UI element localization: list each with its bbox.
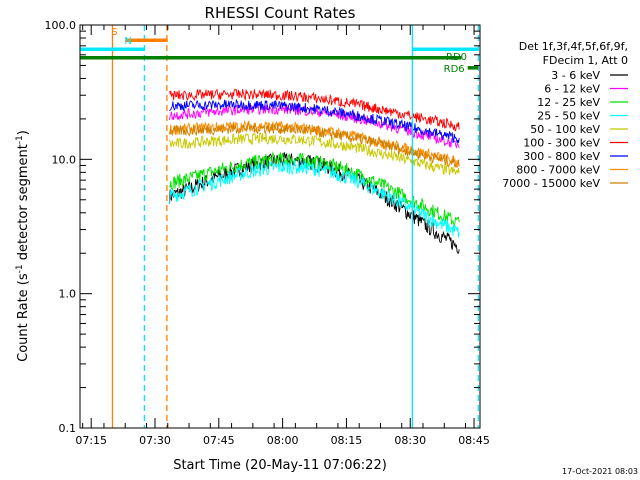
x-tick-label: 07:15: [75, 434, 107, 447]
x-tick-label: 08:30: [394, 434, 426, 447]
series-line: [169, 122, 460, 168]
y-tick-label: 10.0: [52, 153, 77, 166]
tick-layer: 100.0 10.0 1.0 0.107:15 07:30 07:45 08:00 08:15…: [45, 19, 490, 447]
chart-title: RHESSI Count Rates: [205, 4, 356, 22]
timestamp: 17-Oct-2021 08:03: [562, 467, 638, 476]
legend-entry: 3 - 6 keV: [551, 69, 600, 82]
y-axis-label-main: Count Rate (s: [16, 273, 31, 362]
plot-frame: [79, 24, 481, 429]
y-axis-label-exp1: -1: [15, 264, 25, 273]
legend-entry: 50 - 100 keV: [530, 123, 600, 136]
legend: Det 1f,3f,4f,5f,6f,9f, FDecim 1, Att 0 3…: [502, 40, 628, 190]
y-axis-label-exp2: -1: [15, 135, 25, 144]
series-line: [169, 152, 460, 254]
legend-entry: 100 - 300 keV: [523, 137, 600, 150]
y-axis-label: Count Rate (s-1 detector segment-1): [15, 130, 31, 362]
series-line: [169, 151, 460, 228]
series-line: [169, 99, 460, 144]
legend-entry: 800 - 7000 keV: [516, 164, 600, 177]
x-tick-label: 08:15: [331, 434, 363, 447]
annotation-label: S: [111, 27, 117, 38]
series-line: [169, 159, 460, 238]
series-line: [169, 132, 460, 176]
y-tick-label: 1.0: [59, 288, 77, 301]
series-layer: [169, 88, 460, 254]
legend-entry: 300 - 800 keV: [523, 150, 600, 163]
x-tick-label: 08:45: [458, 434, 490, 447]
x-tick-label: 07:45: [203, 434, 235, 447]
legend-entry: 12 - 25 keV: [537, 96, 600, 109]
y-axis-label-mid: detector segment: [16, 144, 31, 264]
y-axis-label-end: ): [16, 130, 31, 135]
legend-entry: 6 - 12 keV: [544, 83, 600, 96]
legend-entry: 7000 - 15000 keV: [502, 177, 600, 190]
legend-entry: 25 - 50 keV: [537, 110, 600, 123]
annotation-label: RD6: [444, 64, 465, 75]
series-line: [169, 88, 460, 132]
x-tick-label: 08:00: [267, 434, 299, 447]
x-axis-label: Start Time (20-May-11 07:06:22): [173, 458, 387, 473]
y-tick-label: 0.1: [59, 422, 77, 435]
legend-header-line2: FDecim 1, Att 0: [543, 54, 628, 67]
x-tick-label: 07:30: [139, 434, 171, 447]
legend-header-line1: Det 1f,3f,4f,5f,6f,9f,: [519, 40, 628, 53]
annotation-label: RD0: [446, 52, 467, 63]
annotation-label: N: [124, 36, 131, 47]
y-tick-label: 100.0: [45, 19, 77, 32]
